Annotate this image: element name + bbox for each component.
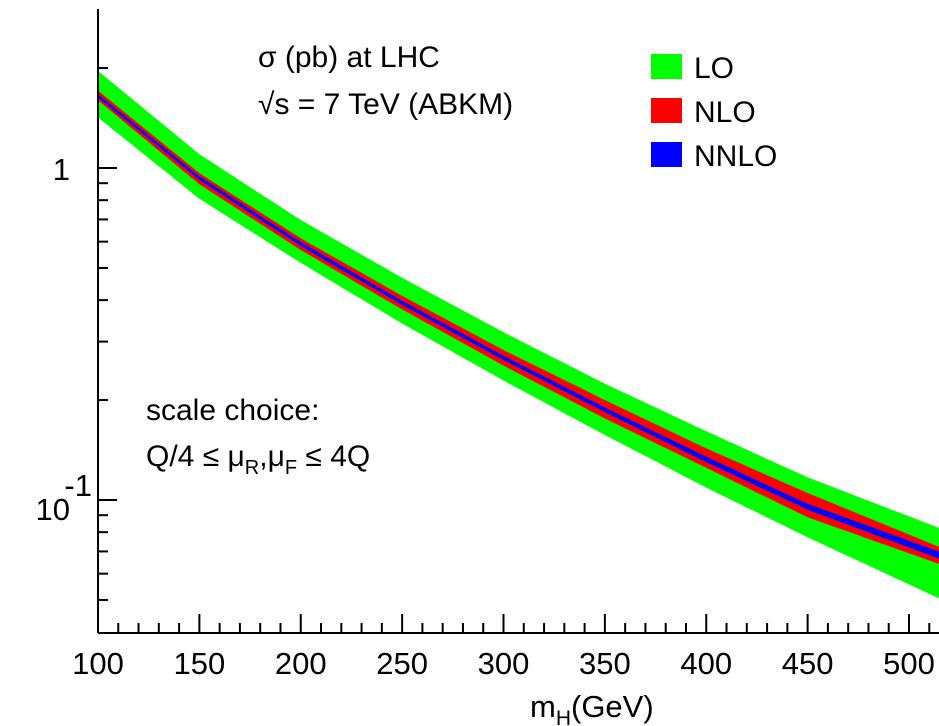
legend-label-nlo: NLO (694, 96, 756, 129)
band-lo (98, 71, 939, 599)
y-tick-exponent: -1 (64, 468, 92, 503)
legend-swatch-lo (651, 54, 682, 79)
legend-label-nnlo: NNLO (694, 140, 777, 173)
legend: LO NLO NNLO (651, 52, 777, 173)
x-tick-label: 150 (174, 646, 226, 681)
x-tick-label: 500 (883, 646, 935, 681)
y-tick-labels: 1 10-1 (36, 152, 92, 527)
axes-layer (97, 9, 939, 634)
x-tick-labels: 100 150 200 250 300 350 400 450 500 (72, 646, 935, 681)
annotation-scale-equation: Q/4 ≤ μR,μF ≤ 4Q (146, 440, 370, 479)
annotation-scale-title: scale choice: (146, 394, 319, 427)
x-tick-label: 250 (376, 646, 428, 681)
x-tick-label: 450 (782, 646, 834, 681)
x-tick-label: 200 (275, 646, 327, 681)
legend-swatch-nnlo (651, 142, 682, 167)
annotation-title: σ (pb) at LHC (258, 41, 440, 74)
annotation-energy: √s = 7 TeV (ABKM) (258, 88, 513, 121)
y-tick-label: 1 (53, 152, 70, 187)
legend-swatch-nlo (651, 98, 682, 123)
band-nlo (98, 90, 939, 564)
x-tick-label: 100 (72, 646, 124, 681)
bands-layer (98, 71, 939, 599)
x-tick-label: 350 (579, 646, 631, 681)
legend-label-lo: LO (694, 52, 734, 85)
x-axis-title: mH(GeV) (530, 689, 654, 726)
y-tick-label: 10 (36, 492, 70, 527)
x-tick-label: 300 (478, 646, 530, 681)
x-tick-label: 400 (680, 646, 732, 681)
